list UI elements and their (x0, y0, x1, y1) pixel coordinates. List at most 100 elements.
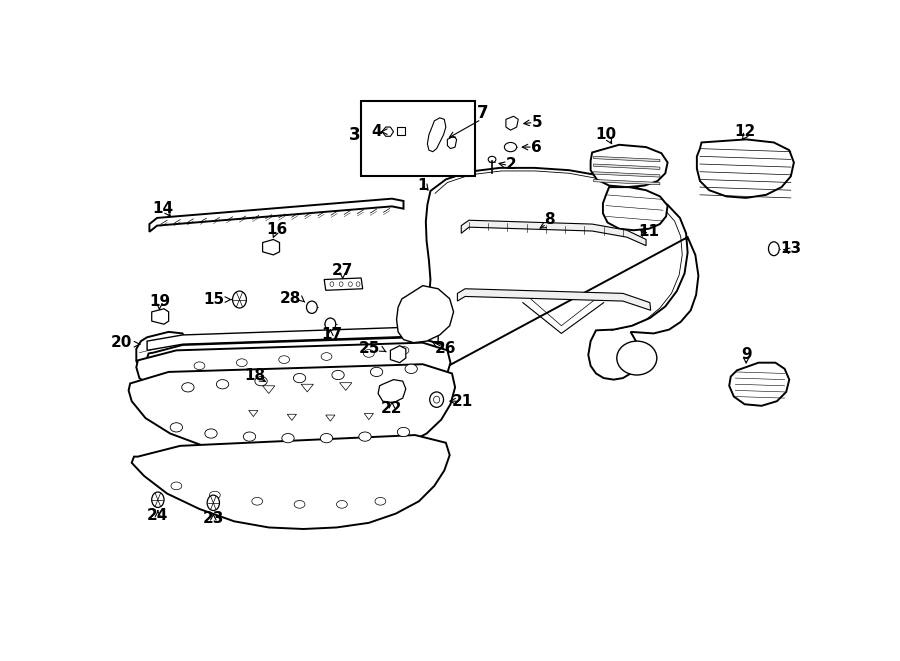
Polygon shape (248, 410, 258, 416)
Polygon shape (378, 379, 406, 403)
Polygon shape (302, 384, 313, 392)
Ellipse shape (504, 143, 517, 152)
Text: 11: 11 (639, 224, 660, 239)
Text: 9: 9 (741, 348, 751, 362)
Text: 25: 25 (358, 341, 380, 356)
Ellipse shape (375, 498, 386, 505)
Text: 14: 14 (152, 201, 173, 216)
Polygon shape (594, 156, 660, 162)
Text: 12: 12 (734, 124, 755, 139)
Ellipse shape (405, 364, 418, 373)
Ellipse shape (320, 434, 333, 443)
Ellipse shape (371, 368, 382, 377)
Polygon shape (129, 364, 455, 459)
Text: 28: 28 (280, 290, 302, 305)
Polygon shape (131, 435, 450, 529)
Text: 7: 7 (477, 104, 489, 122)
Ellipse shape (398, 346, 409, 354)
Ellipse shape (255, 377, 267, 386)
Polygon shape (418, 168, 698, 379)
Text: 15: 15 (203, 292, 224, 307)
Text: 20: 20 (111, 335, 131, 350)
Ellipse shape (337, 500, 347, 508)
Text: 22: 22 (382, 401, 402, 416)
Polygon shape (397, 286, 454, 342)
Polygon shape (263, 386, 274, 393)
Ellipse shape (321, 353, 332, 360)
Ellipse shape (152, 492, 164, 508)
Ellipse shape (205, 429, 217, 438)
Polygon shape (152, 309, 168, 324)
Ellipse shape (339, 282, 343, 286)
Polygon shape (457, 289, 651, 310)
Ellipse shape (182, 383, 194, 392)
Ellipse shape (397, 428, 410, 437)
Ellipse shape (434, 396, 440, 403)
Ellipse shape (293, 373, 306, 383)
Ellipse shape (216, 379, 229, 389)
Text: 4: 4 (371, 124, 382, 139)
Text: 21: 21 (452, 394, 473, 408)
Text: 10: 10 (596, 128, 617, 142)
Ellipse shape (237, 359, 248, 367)
Polygon shape (590, 145, 668, 187)
Ellipse shape (243, 432, 256, 442)
Text: 1: 1 (418, 178, 428, 193)
Polygon shape (136, 342, 451, 416)
Text: 24: 24 (148, 508, 168, 523)
Polygon shape (603, 187, 668, 230)
Ellipse shape (769, 242, 779, 256)
Text: 18: 18 (244, 368, 266, 383)
Text: 27: 27 (332, 263, 354, 278)
Ellipse shape (307, 301, 318, 313)
Text: 6: 6 (531, 139, 542, 155)
Ellipse shape (170, 423, 183, 432)
Ellipse shape (348, 282, 352, 286)
Ellipse shape (294, 500, 305, 508)
Text: 23: 23 (202, 511, 224, 525)
Bar (361, 101, 475, 176)
Polygon shape (147, 337, 445, 393)
Ellipse shape (210, 491, 220, 499)
Ellipse shape (282, 434, 294, 443)
Text: 17: 17 (321, 327, 343, 342)
Ellipse shape (171, 482, 182, 490)
Ellipse shape (330, 282, 334, 286)
Ellipse shape (429, 392, 444, 407)
Polygon shape (382, 127, 393, 136)
Ellipse shape (325, 318, 336, 330)
Polygon shape (594, 164, 660, 169)
Polygon shape (339, 383, 352, 391)
Polygon shape (324, 278, 363, 290)
Ellipse shape (359, 432, 371, 442)
Ellipse shape (252, 498, 263, 505)
Text: 19: 19 (148, 293, 170, 309)
Ellipse shape (364, 350, 374, 358)
Ellipse shape (488, 156, 496, 163)
Ellipse shape (616, 341, 657, 375)
Text: 8: 8 (544, 212, 555, 227)
Polygon shape (594, 179, 660, 185)
Text: 13: 13 (780, 241, 801, 256)
Ellipse shape (332, 370, 344, 379)
Polygon shape (263, 239, 280, 255)
Ellipse shape (207, 495, 220, 510)
Ellipse shape (194, 362, 205, 369)
Text: 16: 16 (266, 222, 287, 237)
Text: 26: 26 (435, 341, 456, 356)
Polygon shape (506, 116, 518, 130)
Polygon shape (729, 363, 789, 406)
Polygon shape (364, 414, 373, 420)
Polygon shape (147, 327, 438, 350)
Polygon shape (697, 139, 794, 198)
Polygon shape (461, 220, 646, 246)
Polygon shape (287, 414, 296, 420)
Polygon shape (594, 172, 660, 177)
Polygon shape (391, 346, 406, 363)
Polygon shape (136, 332, 185, 375)
Polygon shape (428, 118, 446, 152)
Ellipse shape (279, 356, 290, 364)
Text: 2: 2 (506, 157, 517, 171)
Text: 3: 3 (349, 126, 361, 143)
Polygon shape (397, 127, 405, 135)
